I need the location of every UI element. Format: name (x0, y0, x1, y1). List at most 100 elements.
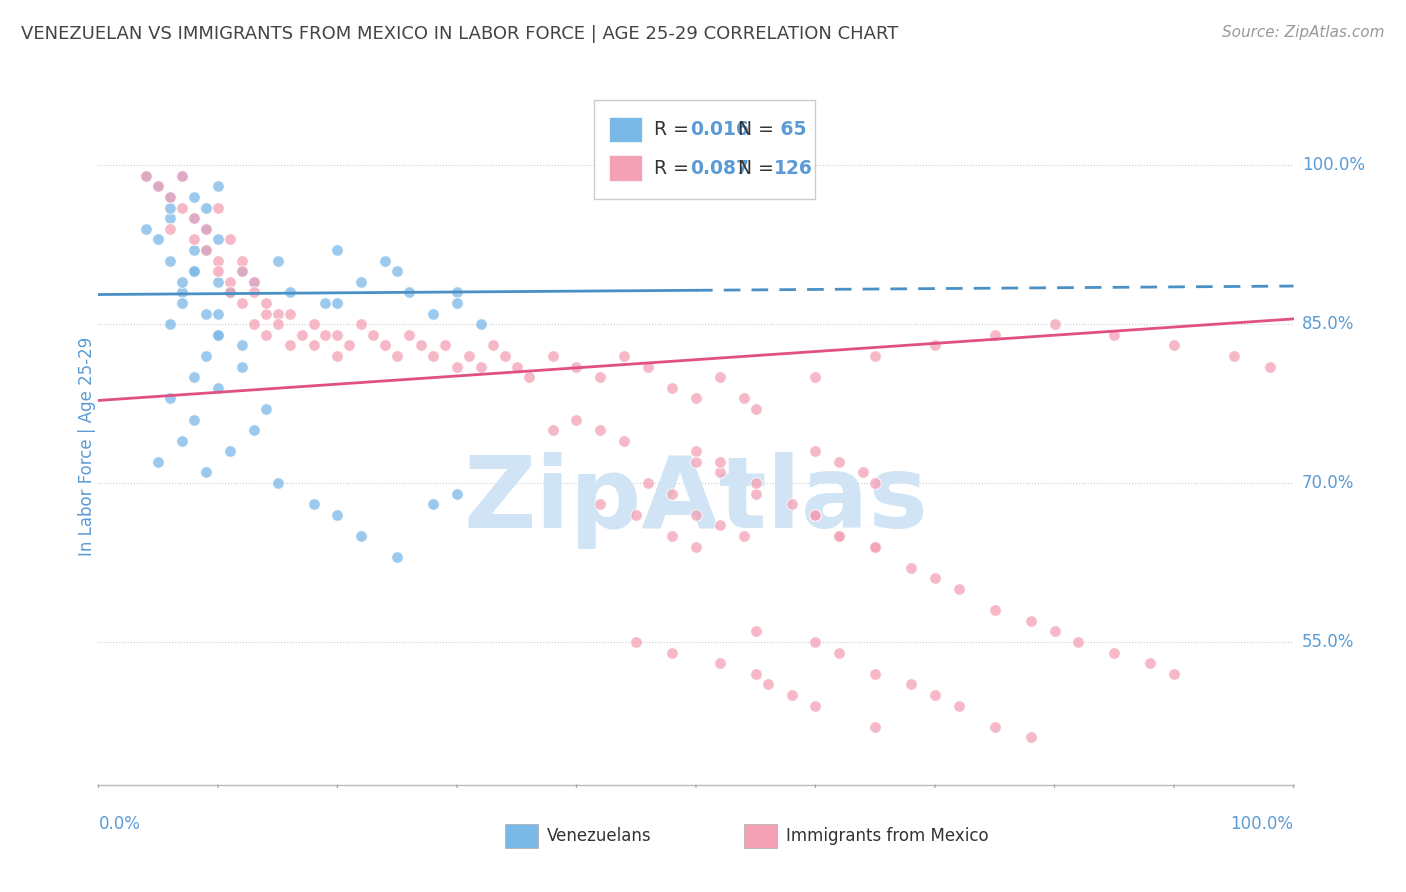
Point (350, 317, 373, 331)
Point (541, 423, 564, 437)
Point (291, 327, 314, 342)
Text: Source: ZipAtlas.com: Source: ZipAtlas.com (1222, 25, 1385, 40)
Point (804, 635, 827, 649)
Point (446, 285, 468, 300)
Point (398, 285, 420, 300)
Point (135, 222, 157, 236)
Point (159, 190, 181, 204)
Point (458, 349, 481, 363)
Point (207, 264, 229, 278)
Point (195, 307, 218, 321)
FancyBboxPatch shape (744, 823, 778, 848)
Point (219, 285, 242, 300)
Text: 100.0%: 100.0% (1230, 815, 1294, 833)
Point (278, 285, 301, 300)
Point (231, 264, 253, 278)
Point (745, 486, 768, 500)
Point (159, 253, 181, 268)
Text: 70.0%: 70.0% (1302, 474, 1354, 492)
Point (278, 338, 301, 352)
Point (685, 508, 707, 522)
Point (661, 529, 683, 543)
Point (350, 275, 373, 289)
Point (219, 232, 242, 246)
Point (709, 656, 731, 670)
Point (219, 285, 242, 300)
Point (948, 698, 970, 713)
Point (1067, 635, 1090, 649)
Text: 0.087: 0.087 (690, 159, 749, 178)
Point (183, 232, 205, 246)
Point (243, 275, 266, 289)
Text: 126: 126 (773, 159, 813, 178)
Point (326, 349, 349, 363)
Point (374, 253, 396, 268)
Text: R =: R = (654, 120, 695, 139)
Point (302, 497, 325, 511)
Point (183, 211, 205, 226)
Point (1104, 646, 1126, 660)
Point (865, 349, 887, 363)
Point (541, 349, 564, 363)
Point (804, 370, 827, 384)
Point (948, 582, 970, 596)
Point (159, 222, 181, 236)
Text: 0.0%: 0.0% (98, 815, 141, 833)
Point (159, 317, 181, 331)
Point (254, 296, 277, 310)
Point (780, 497, 803, 511)
Point (231, 359, 253, 374)
Point (243, 317, 266, 331)
Point (231, 338, 253, 352)
Point (254, 307, 277, 321)
Point (183, 243, 205, 257)
Point (470, 359, 492, 374)
Point (756, 677, 779, 691)
Point (1163, 338, 1185, 352)
Point (1019, 731, 1042, 745)
Point (135, 169, 157, 183)
Point (924, 688, 946, 702)
Point (481, 338, 505, 352)
Text: R =: R = (654, 159, 695, 178)
Point (207, 381, 229, 395)
Point (434, 338, 457, 352)
Point (267, 476, 290, 491)
Text: 85.0%: 85.0% (1302, 315, 1354, 334)
Point (709, 518, 731, 533)
Point (159, 392, 181, 406)
Point (900, 561, 922, 575)
Point (172, 169, 194, 183)
Point (924, 338, 946, 352)
Point (172, 296, 194, 310)
Point (494, 349, 516, 363)
Point (1043, 317, 1066, 331)
Point (385, 264, 409, 278)
Point (613, 349, 636, 363)
Point (363, 327, 385, 342)
Point (613, 434, 636, 448)
Point (661, 646, 683, 660)
Point (422, 497, 444, 511)
Point (828, 646, 851, 660)
Point (159, 190, 181, 204)
Point (195, 243, 218, 257)
FancyBboxPatch shape (609, 117, 643, 143)
Point (626, 635, 648, 649)
Point (733, 392, 755, 406)
Point (183, 190, 205, 204)
Point (733, 529, 755, 543)
Point (745, 401, 768, 416)
Point (172, 434, 194, 448)
Point (637, 359, 659, 374)
Point (924, 571, 946, 585)
Point (506, 359, 529, 374)
Point (231, 253, 253, 268)
Point (446, 359, 468, 374)
Point (148, 232, 170, 246)
Point (302, 338, 325, 352)
Point (565, 412, 588, 426)
Text: 0.016: 0.016 (690, 120, 749, 139)
Point (865, 540, 887, 554)
Point (243, 285, 266, 300)
